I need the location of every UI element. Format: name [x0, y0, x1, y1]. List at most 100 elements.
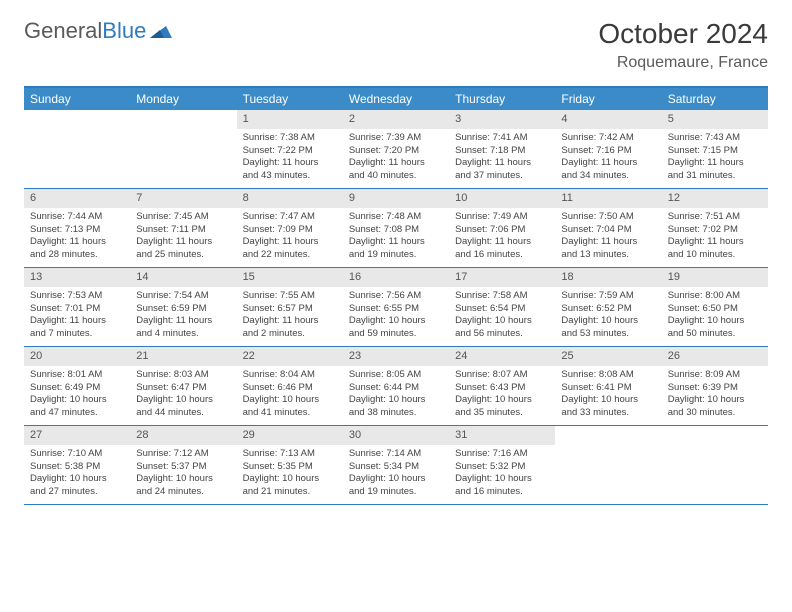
daylight-text: Daylight: 10 hours and 19 minutes.	[349, 473, 443, 499]
daylight-text: Daylight: 10 hours and 41 minutes.	[243, 394, 337, 420]
sunset-text: Sunset: 7:04 PM	[561, 224, 655, 237]
day-header-sat: Saturday	[662, 88, 768, 110]
day-cell: 15Sunrise: 7:55 AMSunset: 6:57 PMDayligh…	[237, 268, 343, 346]
sunrise-text: Sunrise: 7:41 AM	[455, 132, 549, 145]
month-title: October 2024	[598, 18, 768, 50]
day-number: 30	[343, 426, 449, 445]
day-body: Sunrise: 7:38 AMSunset: 7:22 PMDaylight:…	[237, 129, 343, 187]
day-cell: 3Sunrise: 7:41 AMSunset: 7:18 PMDaylight…	[449, 110, 555, 188]
day-body: Sunrise: 7:13 AMSunset: 5:35 PMDaylight:…	[237, 445, 343, 503]
day-number: 16	[343, 268, 449, 287]
day-cell: 31Sunrise: 7:16 AMSunset: 5:32 PMDayligh…	[449, 426, 555, 504]
day-body: Sunrise: 7:50 AMSunset: 7:04 PMDaylight:…	[555, 208, 661, 266]
sunset-text: Sunset: 7:22 PM	[243, 145, 337, 158]
day-number: 4	[555, 110, 661, 129]
day-number: 11	[555, 189, 661, 208]
day-number	[555, 426, 661, 430]
sunrise-text: Sunrise: 8:00 AM	[668, 290, 762, 303]
daylight-text: Daylight: 10 hours and 30 minutes.	[668, 394, 762, 420]
sunrise-text: Sunrise: 7:51 AM	[668, 211, 762, 224]
day-number: 9	[343, 189, 449, 208]
title-block: October 2024 Roquemaure, France	[598, 18, 768, 72]
day-body: Sunrise: 7:53 AMSunset: 7:01 PMDaylight:…	[24, 287, 130, 345]
day-cell: 30 Sunrise: 7:14 AMSunset: 5:34 PMDayligh…	[343, 426, 449, 504]
day-body: Sunrise: 7:39 AMSunset: 7:20 PMDaylight:…	[343, 129, 449, 187]
day-cell: 21Sunrise: 8:03 AMSunset: 6:47 PMDayligh…	[130, 347, 236, 425]
sunrise-text: Sunrise: 8:09 AM	[668, 369, 762, 382]
sunset-text: Sunset: 6:50 PM	[668, 303, 762, 316]
day-body: Sunrise: 8:09 AMSunset: 6:39 PMDaylight:…	[662, 366, 768, 424]
daylight-text: Daylight: 10 hours and 56 minutes.	[455, 315, 549, 341]
sunrise-text: Sunrise: 7:48 AM	[349, 211, 443, 224]
brand-logo: GeneralBlue	[24, 18, 172, 44]
day-cell: 18Sunrise: 7:59 AMSunset: 6:52 PMDayligh…	[555, 268, 661, 346]
day-body: Sunrise: 7:16 AMSunset: 5:32 PMDaylight:…	[449, 445, 555, 503]
day-cell: 29Sunrise: 7:13 AMSunset: 5:35 PMDayligh…	[237, 426, 343, 504]
daylight-text: Daylight: 10 hours and 50 minutes.	[668, 315, 762, 341]
day-cell: 28Sunrise: 7:12 AMSunset: 5:37 PMDayligh…	[130, 426, 236, 504]
day-cell: 16Sunrise: 7:56 AMSunset: 6:55 PMDayligh…	[343, 268, 449, 346]
day-cell: 22Sunrise: 8:04 AMSunset: 6:46 PMDayligh…	[237, 347, 343, 425]
sunrise-text: Sunrise: 7:39 AM	[349, 132, 443, 145]
daylight-text: Daylight: 11 hours and 13 minutes.	[561, 236, 655, 262]
daylight-text: Daylight: 11 hours and 22 minutes.	[243, 236, 337, 262]
sunrise-text: Sunrise: 7:53 AM	[30, 290, 124, 303]
daylight-text: Daylight: 10 hours and 44 minutes.	[136, 394, 230, 420]
day-number	[662, 426, 768, 430]
sunrise-text: Sunrise: 7:42 AM	[561, 132, 655, 145]
sunrise-text: Sunrise: 7:59 AM	[561, 290, 655, 303]
day-number: 24	[449, 347, 555, 366]
sunrise-text: Sunrise: 7:43 AM	[668, 132, 762, 145]
sunset-text: Sunset: 5:34 PM	[349, 461, 443, 474]
day-body: Sunrise: 7:51 AMSunset: 7:02 PMDaylight:…	[662, 208, 768, 266]
sunset-text: Sunset: 7:08 PM	[349, 224, 443, 237]
daylight-text: Daylight: 10 hours and 59 minutes.	[349, 315, 443, 341]
day-number: 3	[449, 110, 555, 129]
sunset-text: Sunset: 6:54 PM	[455, 303, 549, 316]
sunset-text: Sunset: 7:01 PM	[30, 303, 124, 316]
daylight-text: Daylight: 10 hours and 35 minutes.	[455, 394, 549, 420]
daylight-text: Daylight: 11 hours and 40 minutes.	[349, 157, 443, 183]
day-number	[24, 110, 130, 114]
day-cell: 11Sunrise: 7:50 AMSunset: 7:04 PMDayligh…	[555, 189, 661, 267]
sunset-text: Sunset: 6:47 PM	[136, 382, 230, 395]
sunset-text: Sunset: 7:20 PM	[349, 145, 443, 158]
brand-part1: General	[24, 18, 102, 44]
day-cell: 27Sunrise: 7:10 AMSunset: 5:38 PMDayligh…	[24, 426, 130, 504]
day-body: Sunrise: 7:59 AMSunset: 6:52 PMDaylight:…	[555, 287, 661, 345]
sunrise-text: Sunrise: 7:44 AM	[30, 211, 124, 224]
sunset-text: Sunset: 6:57 PM	[243, 303, 337, 316]
daylight-text: Daylight: 11 hours and 37 minutes.	[455, 157, 549, 183]
day-number: 7	[130, 189, 236, 208]
day-number: 2	[343, 110, 449, 129]
day-number: 20	[24, 347, 130, 366]
sunrise-text: Sunrise: 8:08 AM	[561, 369, 655, 382]
sunrise-text: Sunrise: 7:56 AM	[349, 290, 443, 303]
day-cell: 19Sunrise: 8:00 AMSunset: 6:50 PMDayligh…	[662, 268, 768, 346]
sunset-text: Sunset: 7:02 PM	[668, 224, 762, 237]
sunset-text: Sunset: 5:32 PM	[455, 461, 549, 474]
daylight-text: Daylight: 11 hours and 4 minutes.	[136, 315, 230, 341]
sunrise-text: Sunrise: 8:04 AM	[243, 369, 337, 382]
day-header-tue: Tuesday	[237, 88, 343, 110]
calendar: Sunday Monday Tuesday Wednesday Thursday…	[24, 86, 768, 505]
sunset-text: Sunset: 6:41 PM	[561, 382, 655, 395]
day-body: Sunrise: 7:56 AMSunset: 6:55 PMDaylight:…	[343, 287, 449, 345]
sunrise-text: Sunrise: 7:16 AM	[455, 448, 549, 461]
daylight-text: Daylight: 10 hours and 24 minutes.	[136, 473, 230, 499]
day-cell	[130, 110, 236, 188]
day-cell	[662, 426, 768, 504]
sunset-text: Sunset: 7:15 PM	[668, 145, 762, 158]
daylight-text: Daylight: 11 hours and 43 minutes.	[243, 157, 337, 183]
sunset-text: Sunset: 6:55 PM	[349, 303, 443, 316]
header: GeneralBlue October 2024 Roquemaure, Fra…	[24, 18, 768, 72]
day-cell: 20Sunrise: 8:01 AMSunset: 6:49 PMDayligh…	[24, 347, 130, 425]
day-header-row: Sunday Monday Tuesday Wednesday Thursday…	[24, 88, 768, 110]
weeks-container: 1Sunrise: 7:38 AMSunset: 7:22 PMDaylight…	[24, 110, 768, 505]
day-body: Sunrise: 7:45 AMSunset: 7:11 PMDaylight:…	[130, 208, 236, 266]
sunset-text: Sunset: 7:09 PM	[243, 224, 337, 237]
sunrise-text: Sunrise: 8:05 AM	[349, 369, 443, 382]
sunrise-text: Sunrise: 7:14 AM	[349, 448, 443, 461]
sunrise-text: Sunrise: 7:49 AM	[455, 211, 549, 224]
day-number: 15	[237, 268, 343, 287]
